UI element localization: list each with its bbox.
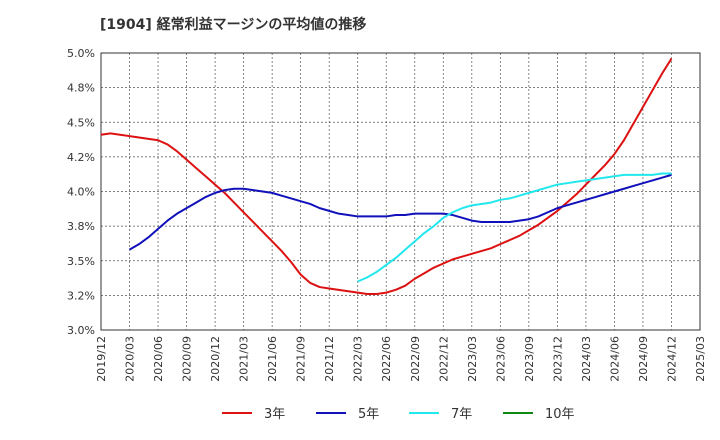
x-tick-label: 2019/12 — [95, 336, 108, 382]
x-tick-label: 2020/06 — [152, 336, 165, 382]
plot-area-frame — [100, 52, 701, 331]
y-tick-label: 3.2% — [67, 289, 95, 302]
y-tick-label: 3.5% — [67, 255, 95, 268]
y-tick-label: 4.8% — [67, 82, 95, 95]
x-tick-label: 2021/06 — [266, 336, 279, 382]
series-line-5年 — [129, 173, 672, 251]
y-tick-label: 4.5% — [67, 116, 95, 129]
y-tick-label: 4.2% — [67, 151, 95, 164]
x-tick-label: 2021/09 — [295, 336, 308, 382]
legend-label-3年: 3年 — [264, 407, 285, 422]
legend: 3年 5年 7年 10年 — [222, 407, 575, 422]
chart-title: [1904] 経常利益マージンの平均値の推移 — [100, 17, 367, 33]
x-tick-label: 2023/09 — [523, 336, 536, 382]
legend-label-10年: 10年 — [545, 407, 575, 422]
x-tick-label: 2022/06 — [380, 336, 393, 382]
x-tick-label: 2025/03 — [694, 336, 707, 382]
x-tick-label: 2020/03 — [124, 336, 137, 382]
x-axis-ticks: 2019/12 2020/03 2020/06 2020/09 2020/12 2021/… — [95, 336, 707, 382]
x-tick-label: 2023/03 — [466, 336, 479, 382]
series-lines — [100, 58, 673, 295]
series-line-3年 — [100, 58, 673, 295]
x-tick-label: 2021/12 — [323, 336, 336, 382]
x-tick-label: 2020/09 — [181, 336, 194, 382]
x-tick-label: 2021/03 — [238, 336, 251, 382]
x-tick-label: 2022/09 — [409, 336, 422, 382]
x-tick-label: 2022/12 — [437, 336, 450, 382]
y-tick-label: 4.0% — [67, 186, 95, 199]
y-tick-label: 5.0% — [67, 47, 95, 60]
x-tick-label: 2024/09 — [637, 336, 650, 382]
legend-label-5年: 5年 — [358, 407, 379, 422]
x-tick-label: 2023/06 — [494, 336, 507, 382]
x-tick-label: 2020/12 — [209, 336, 222, 382]
y-axis-ticks: 3.0% 3.2% 3.5% 3.8% 4.0% 4.2% 4.5% 4.8% 5.0% — [67, 47, 95, 337]
series-line-7年 — [357, 172, 672, 283]
legend-label-7年: 7年 — [451, 407, 472, 422]
y-tick-label: 3.0% — [67, 324, 95, 337]
x-tick-label: 2024/03 — [580, 336, 593, 382]
x-tick-label: 2022/03 — [352, 336, 365, 382]
x-tick-label: 2024/12 — [665, 336, 678, 382]
y-tick-label: 3.8% — [67, 220, 95, 233]
x-tick-label: 2023/12 — [551, 336, 564, 382]
x-tick-label: 2024/06 — [608, 336, 621, 382]
